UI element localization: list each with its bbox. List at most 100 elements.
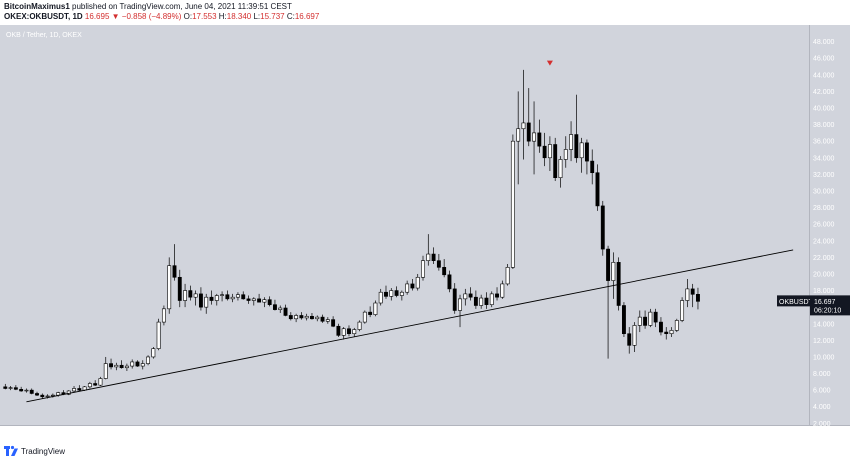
candle [643,310,648,329]
candle-body [542,145,547,159]
author-name[interactable]: BitcoinMaximus1 [4,2,70,11]
candlestick-chart[interactable]: 2.000 4.000 6.000 8.000 10.000 12.000 14.000 16… [0,25,850,441]
candle [103,356,108,380]
candle [378,288,383,306]
candle-body [241,294,246,300]
price-change: −0.858 (−4.89%) [121,12,182,21]
candle-body [685,288,690,301]
tradingview-brand[interactable]: TradingView [4,445,65,457]
x-tick-label: Apr [375,431,387,438]
candle-body [220,294,225,296]
candle [362,310,367,324]
candle [204,293,209,314]
candle [368,306,373,318]
candle [130,359,135,369]
candle [405,280,410,295]
y-tick-label: 36.000 [813,139,835,146]
candle-body [468,293,473,298]
candle [563,136,568,168]
candle [458,294,462,328]
candle-body [637,316,642,326]
publish-line: BitcoinMaximus1 published on TradingView… [4,2,292,11]
candle-body [436,260,441,268]
candle [98,376,103,386]
candle-body [119,364,124,369]
candle-body [563,149,568,160]
candle-body [674,320,679,331]
price-axis[interactable] [809,25,850,425]
y-tick-label: 20.000 [813,271,835,278]
candle [72,385,76,393]
candle-body [93,383,98,386]
candle-body [384,291,388,297]
candle [172,244,177,281]
candle [590,149,595,185]
candle-body [225,294,230,300]
chart-plot-area[interactable] [0,25,809,425]
candle [415,273,420,291]
candle [220,291,225,302]
candle-body [415,276,420,289]
close-value: 16.697 [294,12,320,21]
candle-body [696,293,700,302]
candle-body [257,298,262,303]
candle-body [590,160,595,174]
candle [384,285,388,299]
candle-body [452,288,457,311]
candle-body [495,293,499,298]
candle-body [463,293,468,300]
chart-header: BitcoinMaximus1 published on TradingView… [0,0,850,24]
candle [627,327,632,354]
candle [489,291,494,308]
candle-body [357,321,362,330]
candle [124,363,129,372]
candle-body [584,142,589,162]
candle [156,318,161,351]
candle-body [50,394,55,397]
candle [637,310,642,333]
candle-body [368,311,373,315]
candle-body [273,304,277,310]
candle-body [310,315,314,320]
y-tick-label: 44.000 [813,72,835,79]
footer: TradingView [0,441,850,461]
candle [230,293,235,303]
candle-body [315,316,320,320]
candle-body [426,253,431,261]
candle [680,297,685,323]
candle [40,393,45,399]
trend-line [26,249,794,403]
candle-body [236,294,240,298]
candle [3,383,8,390]
y-tick-label: 14.000 [813,321,835,328]
candle [161,305,166,326]
candle-body [669,330,674,335]
symbol-label: OKEX:OKBUSDT, 1D [4,12,83,21]
candle [251,297,256,306]
candle-body [161,308,166,323]
x-tick-label: 15 [139,431,147,438]
candle-body [156,321,161,349]
candle-body [13,387,18,390]
candle [696,287,700,310]
candle-body [172,265,177,278]
candle-body [341,328,346,336]
candle-body [320,316,325,322]
candle-body [653,311,658,323]
candle [87,381,92,389]
candle-body [262,299,267,303]
x-tick-labels: 20 Feb 15 Mar 15 Apr 12 21 May 10 19 Jun 14 [1,431,776,438]
candle-body [3,386,8,389]
candle [24,388,29,393]
candle-body [278,307,283,310]
candle-body [331,319,336,327]
candle-body [24,389,29,392]
y-tick-label: 28.000 [813,205,835,212]
candle [151,346,156,359]
candle [532,101,536,175]
candle-body [140,363,145,367]
candle-body [643,316,648,326]
candle-body [664,331,669,335]
candle-body [8,387,13,389]
